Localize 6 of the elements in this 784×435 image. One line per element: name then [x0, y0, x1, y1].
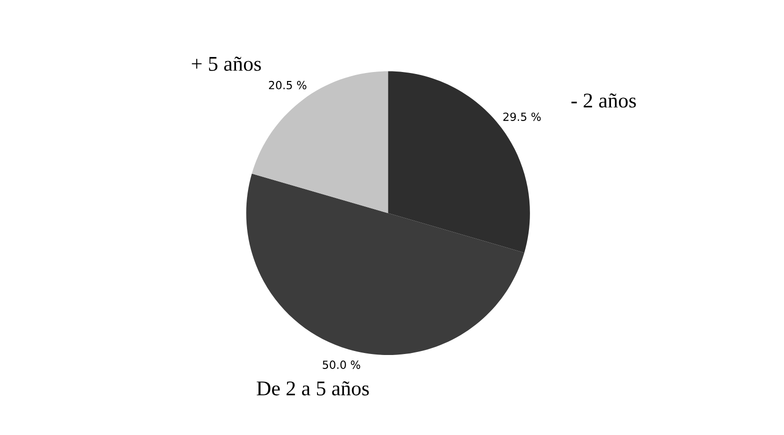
- data-label: 20.5 %: [268, 80, 306, 90]
- data-label: 29.5 %: [503, 112, 541, 121]
- slice-label: - 2 años: [571, 93, 636, 108]
- data-label: 50.0 %: [322, 360, 360, 369]
- slice-label: De 2 a 5 años: [256, 381, 369, 396]
- slice-label: + 5 años: [192, 56, 261, 71]
